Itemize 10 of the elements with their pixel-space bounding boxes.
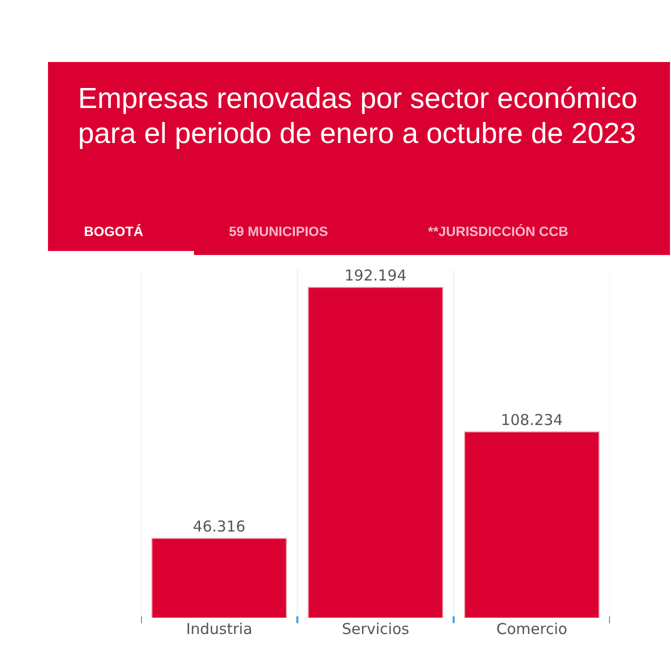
text: **JURISDICCIÓN CCB [428,224,568,239]
data-label: 46.316 [192,517,246,536]
data-label: 108.234 [500,410,563,429]
chart-title: Empresas renovadas por sector económico para el periodo de enero a octubre de 2023 [78,82,638,152]
x-tick-label: Comercio [496,620,568,638]
text: BOGOTÁ [84,224,144,239]
data-label: 192.194 [344,266,407,284]
x-tick-label: Industria [186,620,252,638]
x-tick-label: Servicios [342,620,410,638]
text: 59 MUNICIPIOS [229,224,328,239]
